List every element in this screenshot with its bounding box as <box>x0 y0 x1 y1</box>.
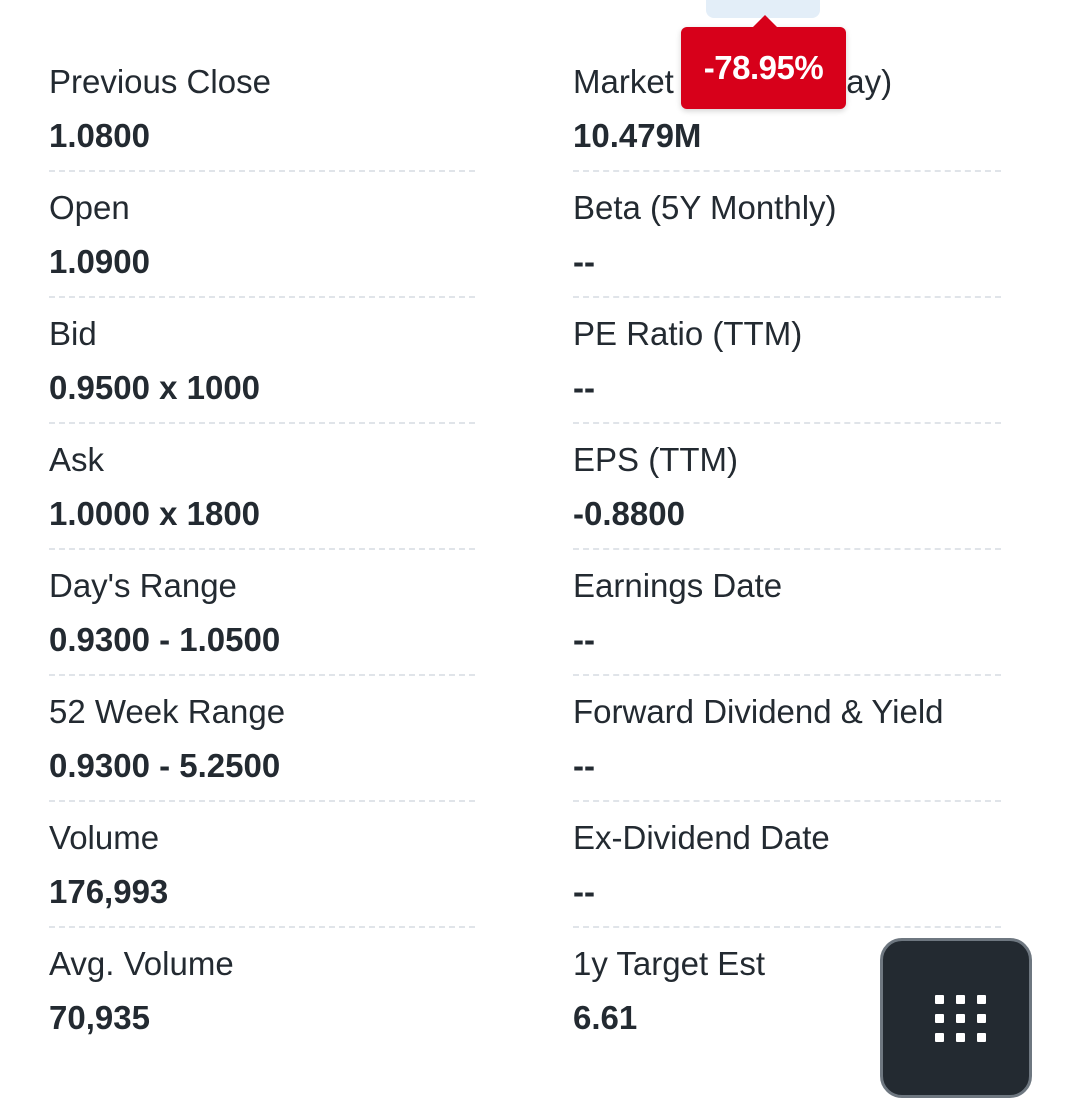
stat-value: -- <box>573 747 595 784</box>
stat-row-pe-ratio: PE Ratio (TTM) -- <box>573 298 1001 424</box>
stat-row-52-week-range: 52 Week Range 0.9300 - 5.2500 <box>49 676 475 802</box>
stat-value: -- <box>573 873 595 910</box>
stat-row-ex-dividend-date: Ex-Dividend Date -- <box>573 802 1001 928</box>
grid-menu-icon <box>935 995 987 1043</box>
stat-label: Earnings Date <box>573 567 783 604</box>
stat-label: EPS (TTM) <box>573 441 738 478</box>
stat-value: 10.479M <box>573 117 702 154</box>
stat-value: 176,993 <box>49 873 169 910</box>
stat-value: 1.0800 <box>49 117 150 154</box>
stat-row-previous-close: Previous Close 1.0800 <box>49 46 475 172</box>
stat-value: 1.0900 <box>49 243 150 280</box>
stat-row-days-range: Day's Range 0.9300 - 1.0500 <box>49 550 475 676</box>
stat-label: Ex-Dividend Date <box>573 819 830 856</box>
tooltip-anchor-element <box>706 0 820 18</box>
stat-row-earnings-date: Earnings Date -- <box>573 550 1001 676</box>
stat-value: 70,935 <box>49 999 150 1036</box>
stat-row-ask: Ask 1.0000 x 1800 <box>49 424 475 550</box>
stat-label: Open <box>49 189 130 226</box>
stat-row-volume: Volume 176,993 <box>49 802 475 928</box>
stat-value: -- <box>573 621 595 658</box>
price-change-badge: -78.95% <box>681 15 846 109</box>
stat-value: -0.8800 <box>573 495 685 532</box>
stat-label: Beta (5Y Monthly) <box>573 189 837 226</box>
stat-label: Bid <box>49 315 97 352</box>
stat-value: 6.61 <box>573 999 638 1036</box>
stat-row-1y-target: 1y Target Est 6.61 <box>573 928 1001 1054</box>
stat-value: 1.0000 x 1800 <box>49 495 261 532</box>
stat-label: Ask <box>49 441 105 478</box>
grid-menu-button[interactable] <box>880 938 1032 1098</box>
summary-left-column: Previous Close 1.0800 Open 1.0900 Bid 0.… <box>49 46 475 1054</box>
stat-row-beta: Beta (5Y Monthly) -- <box>573 172 1001 298</box>
stat-value: 0.9500 x 1000 <box>49 369 261 406</box>
stat-row-avg-volume: Avg. Volume 70,935 <box>49 928 475 1054</box>
summary-right-column: Market Cap (intraday) 10.479M Beta (5Y M… <box>573 46 1001 1054</box>
stat-label: 52 Week Range <box>49 693 286 730</box>
stat-value: -- <box>573 243 595 280</box>
stat-row-eps: EPS (TTM) -0.8800 <box>573 424 1001 550</box>
stat-label: Forward Dividend & Yield <box>573 693 944 730</box>
stat-row-open: Open 1.0900 <box>49 172 475 298</box>
stat-value: -- <box>573 369 595 406</box>
stat-value: 0.9300 - 5.2500 <box>49 747 281 784</box>
stat-label: 1y Target Est <box>573 945 765 982</box>
stat-label: Volume <box>49 819 160 856</box>
stat-row-bid: Bid 0.9500 x 1000 <box>49 298 475 424</box>
stat-value: 0.9300 - 1.0500 <box>49 621 281 658</box>
stat-label: PE Ratio (TTM) <box>573 315 803 352</box>
stat-row-forward-dividend: Forward Dividend & Yield -- <box>573 676 1001 802</box>
stat-label: Avg. Volume <box>49 945 234 982</box>
stat-label: Previous Close <box>49 63 271 100</box>
stat-label: Day's Range <box>49 567 237 604</box>
